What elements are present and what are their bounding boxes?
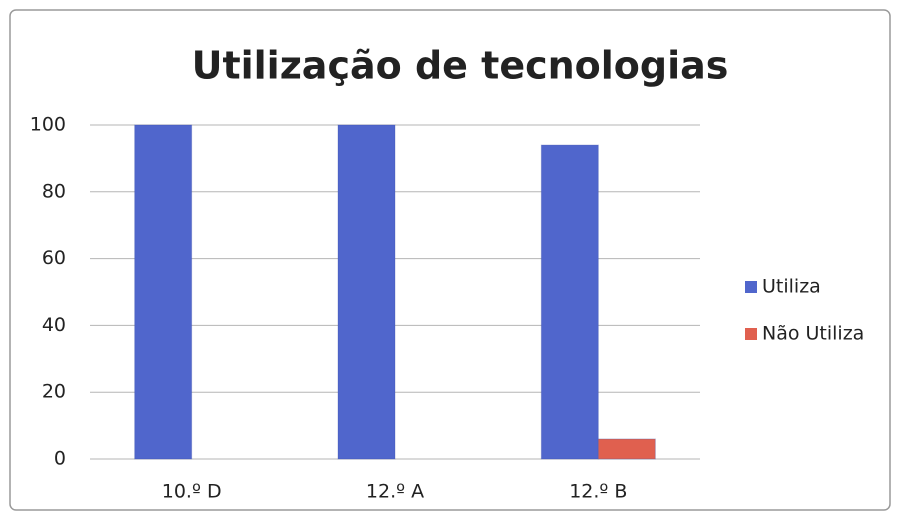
legend-swatch — [745, 328, 757, 340]
y-tick-label: 20 — [42, 381, 66, 403]
legend-label: Não Utiliza — [762, 323, 864, 345]
bar — [134, 124, 193, 460]
bar — [337, 124, 396, 460]
y-tick-label: 100 — [30, 114, 66, 136]
y-tick-label: 0 — [54, 448, 66, 470]
x-tick-label: 12.º B — [569, 481, 627, 503]
y-tick-label: 40 — [42, 314, 66, 336]
legend-label: Utiliza — [762, 276, 821, 298]
chart-frame — [9, 9, 891, 511]
x-tick-label: 12.º A — [366, 481, 424, 503]
bar — [597, 438, 656, 460]
y-tick-label: 60 — [42, 247, 66, 269]
x-tick-label: 10.º D — [162, 481, 222, 503]
y-tick-label: 80 — [42, 180, 66, 202]
chart-title: Utilização de tecnologias — [192, 44, 729, 88]
bar — [540, 144, 599, 460]
legend-swatch — [745, 281, 757, 293]
